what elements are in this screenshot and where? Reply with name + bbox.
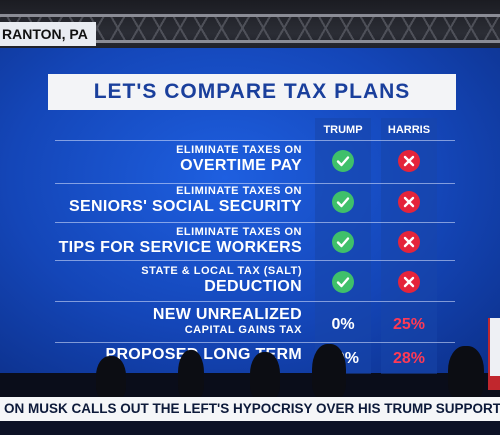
cross-icon [398,231,420,253]
check-icon [332,191,354,213]
trump-value: 0% [331,316,355,333]
audience-head [448,346,484,400]
harris-value: 25% [392,316,426,333]
row-label-line1: NEW UNREALIZED [152,306,302,323]
cross-icon [398,271,420,293]
location-label: RANTON, PA [0,22,96,46]
row-label-line2: TIPS FOR SERVICE WORKERS [58,239,302,256]
row-label-line2: OVERTIME PAY [180,157,302,174]
row-label-line1: ELIMINATE TAXES ON [176,226,302,238]
audience-head [178,350,204,400]
ticker-base-bar [0,421,500,435]
harris-value: 28% [392,350,426,367]
check-icon [332,231,354,253]
row-label-social-security: ELIMINATE TAXES ON SENIORS' SOCIAL SECUR… [69,185,302,216]
check-icon [332,271,354,293]
row-label-line1: ELIMINATE TAXES ON [176,144,302,156]
cross-icon [398,191,420,213]
row-label-line2: DEDUCTION [204,278,302,295]
row-label-line2: SENIORS' SOCIAL SECURITY [69,198,302,215]
audience-head [312,344,346,400]
slide-title: LET'S COMPARE TAX PLANS [48,74,456,110]
row-divider [55,342,455,343]
row-label-line1: STATE & LOCAL TAX (SALT) [141,265,302,277]
row-label-overtime: ELIMINATE TAXES ON OVERTIME PAY [176,144,302,175]
news-ticker: ON MUSK CALLS OUT THE LEFT'S HYPOCRISY O… [0,397,500,421]
row-divider [55,301,455,302]
truss-rail-bottom [0,40,500,43]
audience-head [250,352,280,400]
cross-icon [398,150,420,172]
row-label-salt: STATE & LOCAL TAX (SALT) DEDUCTION [141,265,302,296]
row-divider [55,140,455,141]
trump-column-header: TRUMP [323,124,363,136]
row-divider [55,222,455,223]
row-divider [55,260,455,261]
ticker-text: ON MUSK CALLS OUT THE LEFT'S HYPOCRISY O… [4,401,500,416]
row-divider [55,183,455,184]
row-label-line1: ELIMINATE TAXES ON [176,185,302,197]
truss-rail-top [0,14,500,17]
check-icon [332,150,354,172]
audience-head [96,356,126,400]
broadcast-side-tab [488,318,500,390]
row-label-tips: ELIMINATE TAXES ON TIPS FOR SERVICE WORK… [59,226,302,257]
crowd-silhouettes [0,340,500,400]
row-label-capital-gains: NEW UNREALIZED CAPITAL GAINS TAX [153,306,302,337]
harris-column-header: HARRIS [387,124,431,136]
row-label-line2: CAPITAL GAINS TAX [184,324,302,336]
